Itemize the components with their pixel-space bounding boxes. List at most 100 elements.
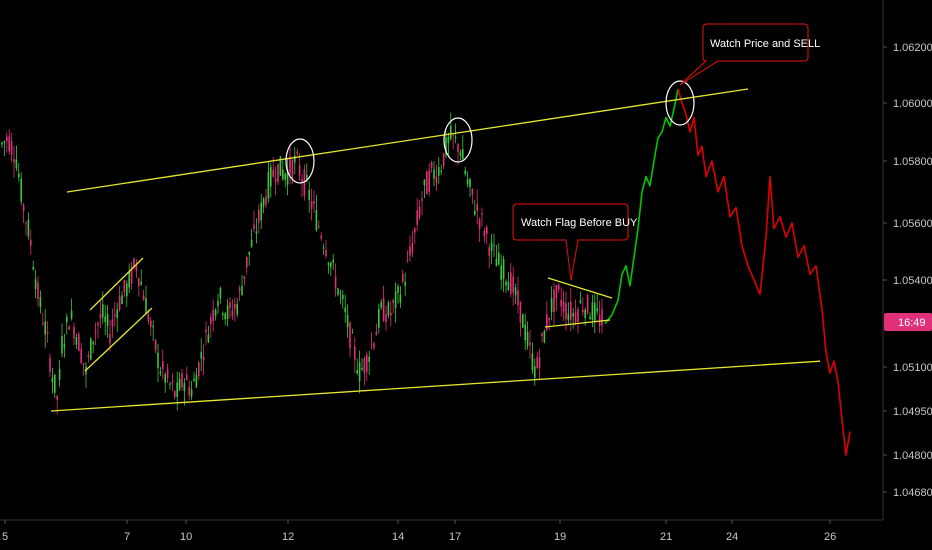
candle-body — [63, 344, 66, 348]
candle-body — [452, 135, 454, 137]
candle-body — [258, 209, 260, 223]
candle-body — [51, 377, 54, 383]
candle-body — [78, 333, 80, 351]
candle-body — [385, 314, 387, 322]
candle-body — [306, 174, 308, 180]
candle-body — [409, 246, 411, 256]
candle-body — [154, 340, 157, 351]
candle-body — [147, 314, 150, 321]
candle-body — [378, 309, 380, 328]
candle-body — [488, 247, 490, 256]
pennant-upper-line[interactable] — [547, 277, 613, 299]
candle-body — [322, 247, 325, 249]
flag-lower-line[interactable] — [84, 307, 153, 372]
candle-body — [229, 302, 231, 308]
candle-body — [212, 309, 214, 322]
candle-body — [294, 155, 296, 163]
y-tick-label: 1.05600 — [893, 218, 932, 230]
candle-body — [138, 278, 140, 287]
x-axis[interactable]: 5 7 10 12 14 17 19 21 24 26 — [2, 520, 836, 543]
candle-body — [140, 281, 142, 285]
candle-body — [536, 356, 538, 368]
candle-body — [286, 169, 289, 185]
candle-body — [61, 336, 63, 354]
candle-body — [526, 332, 529, 346]
candle-body — [97, 322, 99, 326]
candle-body — [193, 378, 195, 381]
channel-upper-line[interactable] — [66, 88, 749, 193]
candle-body — [109, 333, 111, 344]
candle-body — [272, 170, 274, 177]
candle-body — [414, 228, 416, 233]
candle-body — [493, 245, 495, 247]
candle-body — [202, 356, 205, 361]
x-tick-label: 21 — [660, 531, 672, 543]
candle-body — [356, 370, 358, 374]
candle-body — [330, 262, 332, 268]
candle-body — [243, 276, 246, 280]
candle-body — [555, 284, 558, 299]
candle-body — [342, 295, 344, 300]
candle-body — [450, 126, 452, 140]
candle-body — [133, 258, 135, 267]
sell-projection-line — [677, 88, 851, 456]
candle-body — [440, 170, 442, 172]
pennant-lower-line[interactable] — [544, 319, 611, 328]
candle-body — [421, 198, 423, 201]
projection-layer — [604, 88, 851, 456]
candle-body — [128, 271, 130, 288]
candle-body — [188, 387, 190, 396]
flag-upper-line[interactable] — [89, 257, 144, 311]
candle-body — [80, 348, 82, 363]
y-tick-label: 1.05100 — [893, 362, 932, 374]
y-tick-label: 1.06200 — [893, 42, 932, 54]
channel-lower-line[interactable] — [50, 360, 821, 412]
candle-body — [438, 167, 440, 176]
candle-body — [226, 305, 229, 319]
candle-body — [152, 325, 154, 328]
candle-body — [534, 366, 536, 378]
candle-body — [505, 281, 507, 286]
candle-body — [73, 326, 75, 339]
candle-body — [37, 282, 39, 299]
y-axis[interactable]: 1.06200 1.06000 1.05800 1.05600 1.05400 1.051… — [883, 42, 932, 499]
candle-body — [44, 321, 46, 335]
y-tick-label: 1.04800 — [893, 450, 932, 462]
candle-body — [66, 316, 68, 323]
candle-body — [164, 374, 166, 383]
candle-body — [519, 301, 522, 323]
candle-body — [296, 151, 298, 154]
candle-body — [368, 356, 370, 362]
candle-body — [546, 314, 548, 330]
candle-body — [553, 289, 555, 313]
candle-body — [320, 235, 322, 239]
candle-body — [363, 358, 366, 374]
candle-body — [169, 383, 171, 385]
candle-body — [543, 330, 546, 343]
candle-body — [82, 362, 85, 365]
candle-body — [577, 309, 579, 322]
candle-body — [87, 355, 90, 357]
candle-body — [332, 259, 334, 263]
candle-body — [282, 169, 284, 180]
candle-body — [344, 307, 346, 313]
candle-body — [411, 243, 414, 253]
candle-body — [397, 286, 399, 293]
candle-body — [483, 230, 486, 237]
candle-body — [49, 357, 51, 372]
trendlines-layer — [50, 88, 821, 412]
candle-body — [550, 298, 553, 312]
candle-body — [481, 213, 483, 215]
candle-body — [582, 309, 584, 313]
candle-body — [351, 332, 354, 334]
candle-body — [190, 389, 193, 397]
candle-body — [246, 256, 248, 268]
candle-body — [284, 173, 286, 180]
candle-body — [495, 259, 498, 267]
y-tick-label: 1.05400 — [893, 275, 932, 287]
candle-body — [150, 320, 152, 327]
x-tick-label: 5 — [2, 531, 8, 543]
candle-body — [334, 276, 337, 289]
candle-body — [601, 309, 603, 326]
